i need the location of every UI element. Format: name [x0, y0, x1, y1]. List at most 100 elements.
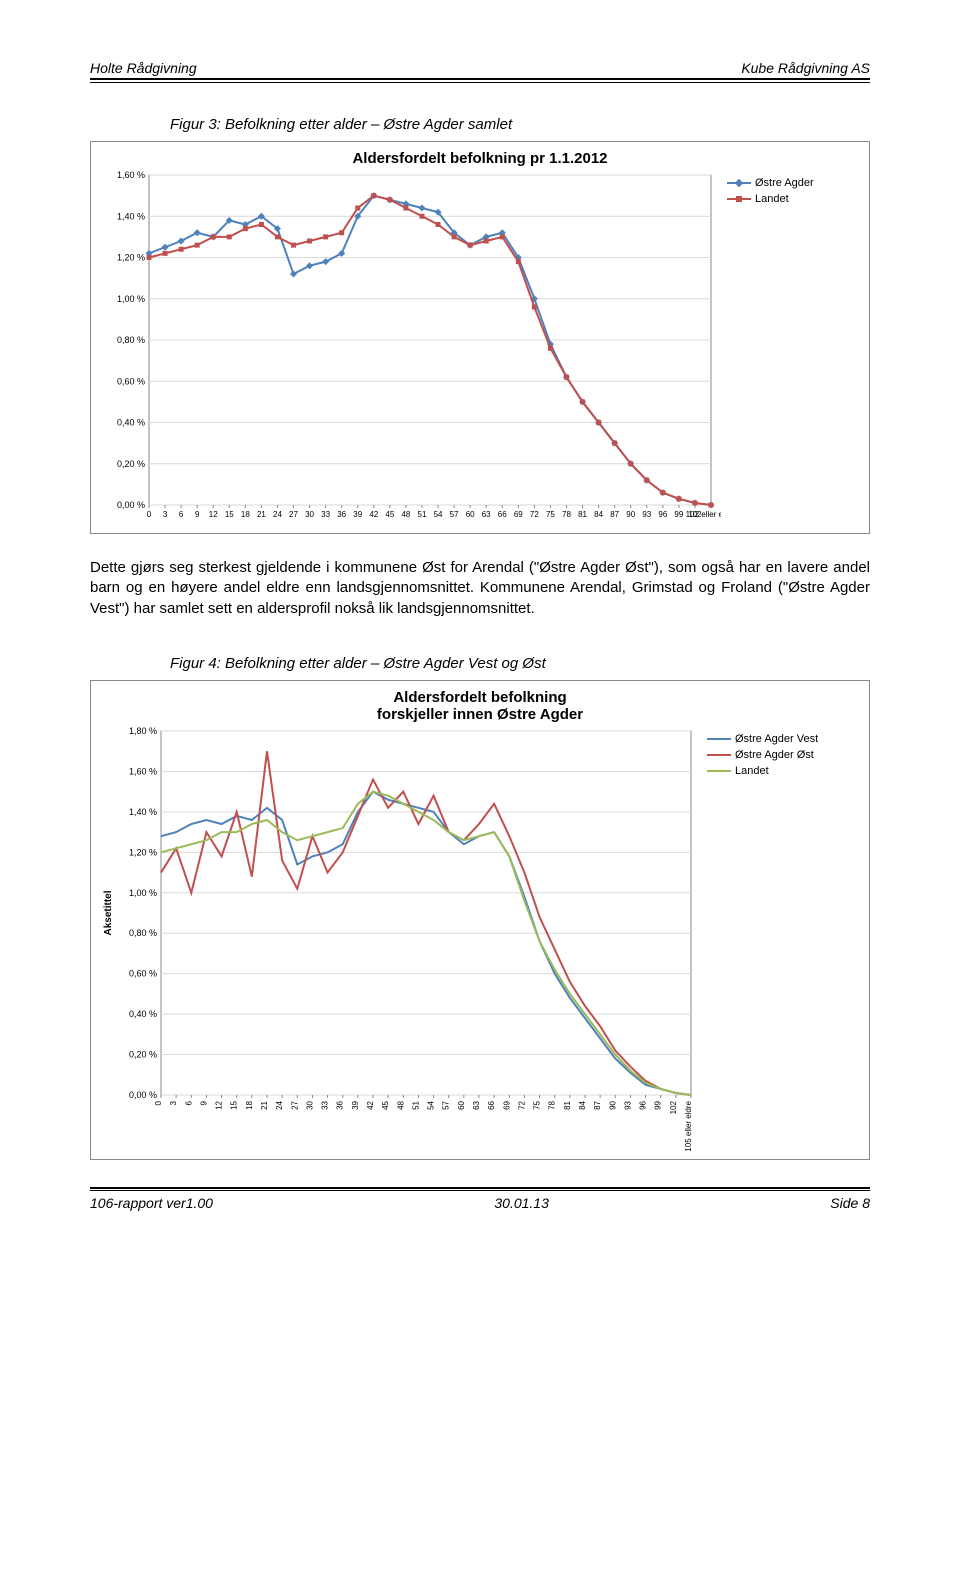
svg-text:54: 54	[427, 1100, 436, 1109]
svg-text:27: 27	[290, 1100, 299, 1109]
figure4-legend: Østre Agder VestØstre Agder ØstLandet	[707, 723, 818, 1153]
body-paragraph: Dette gjørs seg sterkest gjeldende i kom…	[90, 558, 870, 619]
svg-text:84: 84	[594, 510, 603, 519]
svg-text:39: 39	[353, 510, 362, 519]
svg-text:0,00 %: 0,00 %	[117, 500, 145, 510]
page-header: Holte Rådgivning Kube Rådgivning AS	[90, 60, 870, 80]
svg-text:12: 12	[209, 510, 218, 519]
svg-text:33: 33	[321, 1100, 330, 1109]
svg-text:99: 99	[654, 1100, 663, 1109]
svg-text:30: 30	[305, 1100, 314, 1109]
svg-text:21: 21	[260, 1100, 269, 1109]
svg-text:78: 78	[562, 510, 571, 519]
svg-text:54: 54	[434, 510, 443, 519]
svg-text:42: 42	[366, 1100, 375, 1109]
svg-text:0,20 %: 0,20 %	[129, 1049, 157, 1059]
svg-text:0,40 %: 0,40 %	[117, 418, 145, 428]
footer-center: 30.01.13	[494, 1195, 549, 1211]
svg-text:69: 69	[502, 1100, 511, 1109]
figure4-chart-title2: forskjeller innen Østre Agder	[101, 706, 859, 723]
svg-text:69: 69	[514, 510, 523, 519]
svg-text:45: 45	[385, 510, 394, 519]
svg-text:36: 36	[337, 510, 346, 519]
page-footer: 106-rapport ver1.00 30.01.13 Side 8	[90, 1190, 870, 1211]
figure4-chart-title1: Aldersfordelt befolkning	[101, 689, 859, 706]
svg-text:102: 102	[669, 1100, 678, 1114]
svg-text:33: 33	[321, 510, 330, 519]
footer-left: 106-rapport ver1.00	[90, 1195, 213, 1211]
svg-text:1,60 %: 1,60 %	[129, 766, 157, 776]
figure4-chart: Aldersfordelt befolkning forskjeller inn…	[90, 680, 870, 1160]
legend-item: Landet	[707, 765, 818, 777]
svg-text:81: 81	[563, 1100, 572, 1109]
header-right: Kube Rådgivning AS	[741, 60, 870, 76]
svg-text:6: 6	[184, 1100, 193, 1105]
svg-text:45: 45	[381, 1100, 390, 1109]
svg-text:Aksetittel: Aksetittel	[103, 890, 114, 935]
svg-text:0,80 %: 0,80 %	[117, 335, 145, 345]
svg-text:1,80 %: 1,80 %	[129, 726, 157, 736]
svg-text:102 eller eldre: 102 eller eldre	[686, 510, 721, 519]
svg-text:57: 57	[450, 510, 459, 519]
svg-text:96: 96	[658, 510, 667, 519]
svg-text:72: 72	[530, 510, 539, 519]
svg-text:24: 24	[273, 510, 282, 519]
svg-text:105 eller eldre: 105 eller eldre	[684, 1100, 693, 1151]
svg-text:39: 39	[351, 1100, 360, 1109]
svg-text:3: 3	[169, 1100, 178, 1105]
figure3-chart-title: Aldersfordelt befolkning pr 1.1.2012	[101, 150, 859, 167]
svg-text:18: 18	[241, 510, 250, 519]
figure3-chart: Aldersfordelt befolkning pr 1.1.2012 0,0…	[90, 141, 870, 534]
svg-text:6: 6	[179, 510, 184, 519]
figure4-plot: 0,00 % 0,20 % 0,40 % 0,60 % 0,80 % 1,00 % 1,20…	[101, 723, 701, 1153]
svg-text:90: 90	[626, 510, 635, 519]
svg-text:0,60 %: 0,60 %	[117, 376, 145, 386]
header-left: Holte Rådgivning	[90, 60, 197, 76]
svg-text:51: 51	[418, 510, 427, 519]
svg-text:36: 36	[336, 1100, 345, 1109]
svg-text:15: 15	[230, 1100, 239, 1109]
svg-text:0,00 %: 0,00 %	[129, 1090, 157, 1100]
svg-text:12: 12	[215, 1100, 224, 1109]
figure4-caption: Figur 4: Befolkning etter alder – Østre …	[170, 655, 870, 672]
svg-text:42: 42	[369, 510, 378, 519]
svg-text:87: 87	[593, 1100, 602, 1109]
svg-text:66: 66	[498, 510, 507, 519]
svg-text:0,60 %: 0,60 %	[129, 968, 157, 978]
svg-text:1,00 %: 1,00 %	[129, 888, 157, 898]
svg-text:0,40 %: 0,40 %	[129, 1009, 157, 1019]
svg-text:78: 78	[548, 1100, 557, 1109]
svg-text:57: 57	[442, 1100, 451, 1109]
svg-text:24: 24	[275, 1100, 284, 1109]
svg-text:15: 15	[225, 510, 234, 519]
svg-text:30: 30	[305, 510, 314, 519]
svg-text:60: 60	[466, 510, 475, 519]
svg-text:63: 63	[472, 1100, 481, 1109]
svg-text:1,00 %: 1,00 %	[117, 294, 145, 304]
svg-text:96: 96	[639, 1100, 648, 1109]
svg-text:72: 72	[517, 1100, 526, 1109]
svg-text:60: 60	[457, 1100, 466, 1109]
svg-text:81: 81	[578, 510, 587, 519]
svg-text:27: 27	[289, 510, 298, 519]
legend-item: Østre Agder	[727, 177, 814, 189]
svg-text:93: 93	[623, 1100, 632, 1109]
svg-text:9: 9	[195, 510, 200, 519]
svg-text:93: 93	[642, 510, 651, 519]
svg-text:1,40 %: 1,40 %	[117, 211, 145, 221]
figure3-plot: 0,00 %0,20 %0,40 %0,60 %0,80 %1,00 %1,20…	[101, 167, 721, 527]
svg-text:0,20 %: 0,20 %	[117, 459, 145, 469]
svg-text:66: 66	[487, 1100, 496, 1109]
svg-text:90: 90	[608, 1100, 617, 1109]
legend-item: Østre Agder Vest	[707, 733, 818, 745]
svg-text:51: 51	[411, 1100, 420, 1109]
svg-text:48: 48	[401, 510, 410, 519]
svg-text:0,80 %: 0,80 %	[129, 928, 157, 938]
svg-text:99: 99	[674, 510, 683, 519]
svg-text:1,60 %: 1,60 %	[117, 170, 145, 180]
legend-item: Landet	[727, 193, 814, 205]
svg-text:0: 0	[154, 1100, 163, 1105]
svg-text:0: 0	[147, 510, 152, 519]
svg-text:3: 3	[163, 510, 168, 519]
svg-text:1,20 %: 1,20 %	[129, 847, 157, 857]
